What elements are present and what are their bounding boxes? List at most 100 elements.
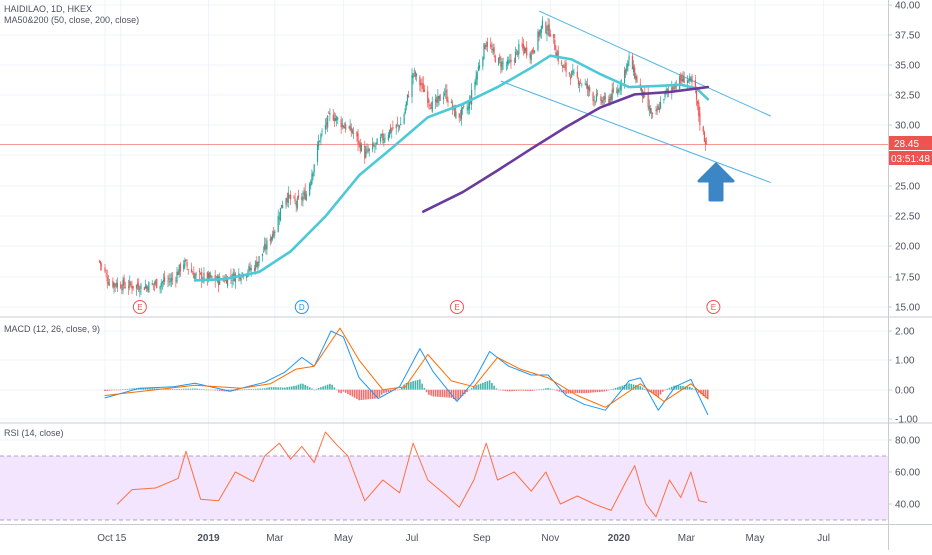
last-price-badge-label: 28.45 [894,139,919,150]
y-tick-label: 40.00 [895,1,920,12]
channel-lower-line [500,80,771,184]
macd-hist-bar [164,388,167,390]
macd-hist-bar [266,387,268,390]
macd-hist-bar [504,389,507,391]
candle-body [365,150,367,158]
candle-body [382,133,384,141]
candle-body [301,197,303,200]
macd-hist-bar [329,383,331,390]
candle-body [704,140,707,145]
candle-body [562,65,564,68]
macd-hist-bar [666,388,669,390]
candle-body [246,275,248,279]
macd-hist-bar [243,389,246,391]
candle-body [408,95,410,97]
macd-hist-bar [268,387,270,390]
macd-hist-bar [693,389,696,391]
event-marker-e [449,300,464,314]
candle-body [137,282,139,287]
trend-channel [500,10,771,184]
candle-body [589,87,591,92]
candle-body [663,99,665,101]
candle-body [113,282,115,288]
candle-body [699,113,701,126]
candle-body [186,262,188,267]
macd-hist-bar [133,388,136,390]
macd-hist-bar [196,388,199,390]
macd-hist-bar [704,389,707,398]
macd-hist-bar [509,389,511,392]
candle-body [293,197,295,198]
candle-body [129,280,131,286]
macd-hist-bar [360,389,363,400]
candle-body [225,277,228,284]
macd-hist-bar [299,383,302,390]
macd-hist-bar [529,389,531,392]
macd-hist-bar [437,389,439,397]
candle-body [619,87,621,89]
candle-body [420,83,422,86]
macd-hist-bar [113,389,115,391]
candle-body [175,280,177,282]
candle-body [627,60,629,67]
macd-hist-bar [290,386,293,390]
x-tick-label: Nov [541,533,559,544]
macd-hist-bar [169,388,172,390]
candle-body [664,90,666,98]
macd-hist-bar [405,383,408,390]
macd-hist-bar [540,389,543,390]
candle-body [372,143,374,150]
macd-hist-bar [353,389,356,398]
macd-hist-bar [459,389,462,399]
candle-body [679,76,681,89]
y-tick-label: 40.00 [895,500,920,511]
candle-body [266,240,268,250]
y-tick-label: 32.50 [895,91,920,102]
y-tick-label: 2.00 [895,327,915,338]
last-price-badge [889,136,932,150]
candle-body [608,99,610,103]
candle-body [240,278,242,281]
symbol-legend: HAIDILAO, 1D, HKEX MA50&200 (50, close, … [4,4,139,26]
macd-hist-bar [661,389,664,392]
candle-body [333,118,336,122]
macd-hist-bar [520,389,522,391]
candle-body [185,259,187,261]
candle-body [210,275,212,277]
candle-body [545,22,547,33]
candle-body [387,134,389,140]
candle-body [311,174,313,184]
candle-body [262,251,265,253]
y-tick-label: 1.00 [895,356,915,367]
macd-hist-bar [257,388,259,390]
macd-hist-bar [270,387,273,390]
event-marker-label: E [711,303,716,312]
macd-hist-bar [110,389,113,391]
candle-body [553,34,555,38]
macd-hist-bar [594,389,597,393]
candle-body [343,126,346,129]
macd-hist-bar [706,389,709,400]
candle-body [529,53,531,58]
candle-body [388,129,391,137]
macd-hist-bar [131,388,133,390]
candle-body [313,164,315,173]
candle-body [706,143,708,145]
macd-hist-bar [407,382,410,390]
candle-body [411,75,413,97]
candle-body [297,195,300,199]
candle-body [584,83,586,85]
macd-hist-bar [180,388,183,390]
macd-hist-bar [275,387,277,390]
macd-hist-bar [601,389,603,392]
candle-body [198,270,201,273]
rsi-line [116,431,708,518]
candle-body [572,70,574,73]
candle-body [515,49,518,51]
candle-body [364,145,366,159]
candle-body [356,131,358,137]
macd-hist-bar [248,389,250,390]
symbol-title: HAIDILAO, 1D, HKEX [4,4,93,14]
candle-body [560,62,563,64]
